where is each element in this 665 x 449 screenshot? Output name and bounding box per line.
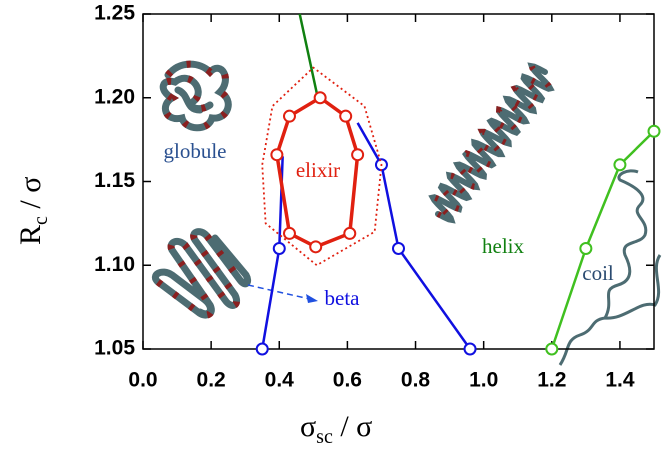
plot-frame <box>142 13 655 350</box>
y-label-main: R <box>14 225 47 245</box>
point <box>339 109 353 123</box>
x-tick-label: 1.4 <box>605 369 635 392</box>
annotation: elixir <box>296 158 340 182</box>
polymer-illustrations <box>151 60 662 366</box>
point <box>351 148 365 162</box>
boundary-line <box>550 130 655 350</box>
x-label-sub: sc <box>316 426 333 448</box>
x-tick-label: 0.8 <box>401 369 431 392</box>
x-tick-label: 0.4 <box>265 369 295 392</box>
point <box>647 124 661 138</box>
y-tick-label: 1.05 <box>94 337 135 360</box>
boundary-dotted <box>261 66 383 267</box>
y-axis-label: Rc / σ <box>14 177 52 245</box>
x-tick-label: 0.0 <box>128 369 157 392</box>
x-tick-label: 0.2 <box>197 369 226 392</box>
x-tick-label: 1.2 <box>537 369 566 392</box>
point <box>255 342 269 356</box>
annotation: globule <box>164 139 227 163</box>
point <box>272 242 286 255</box>
y-label-rest: / σ <box>14 177 47 217</box>
point <box>313 91 327 105</box>
beta-arrow-head <box>306 294 318 303</box>
point <box>343 226 357 240</box>
y-tick-label: 1.10 <box>94 253 135 276</box>
globule-polymer <box>159 60 232 132</box>
point <box>270 148 284 162</box>
point <box>579 242 593 255</box>
y-tick-label: 1.25 <box>94 2 135 25</box>
helix-beads <box>428 62 555 224</box>
annotation: helix <box>482 234 524 258</box>
y-tick-label: 1.15 <box>94 169 135 192</box>
x-label-main: σ <box>300 410 316 443</box>
annotation: coil <box>582 261 614 285</box>
x-label-rest: / σ <box>333 410 373 443</box>
point <box>282 226 296 240</box>
x-tick-label: 1.0 <box>469 369 498 392</box>
boundary-line <box>298 13 319 99</box>
point <box>392 242 405 255</box>
annotation: beta <box>325 286 361 310</box>
y-label-sub: c <box>30 216 52 225</box>
point <box>463 342 477 356</box>
coil-polymer <box>558 169 662 366</box>
beta-arrow <box>247 284 315 301</box>
point <box>613 158 627 172</box>
point <box>309 240 323 254</box>
helix-polymer <box>428 62 555 224</box>
x-axis-label: σsc / σ <box>300 410 372 448</box>
point <box>545 342 559 356</box>
boundary-line <box>356 122 472 350</box>
point <box>282 109 296 123</box>
x-tick-label: 0.6 <box>333 369 362 392</box>
y-tick-label: 1.20 <box>94 85 135 108</box>
